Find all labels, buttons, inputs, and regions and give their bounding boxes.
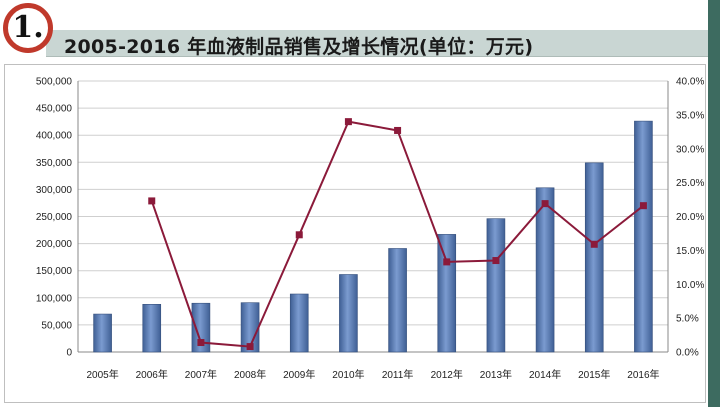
- y-right-tick-label: 0.0%: [676, 348, 699, 359]
- x-tick-label: 2005年: [86, 368, 118, 381]
- y-left-tick-label: 100,000: [36, 293, 73, 304]
- x-tick-label: 2012年: [431, 368, 463, 381]
- line-point: [197, 339, 205, 347]
- y-right-tick-label: 35.0%: [676, 110, 704, 121]
- x-tick-label: 2006年: [136, 368, 168, 381]
- y-left-tick-label: 50,000: [41, 320, 72, 331]
- x-tick-label: 2008年: [234, 368, 266, 381]
- line-point: [246, 343, 254, 351]
- bar: [535, 187, 555, 353]
- y-left-tick-label: 200,000: [36, 239, 73, 250]
- line-point: [443, 258, 451, 266]
- y-right-tick-label: 10.0%: [676, 280, 704, 291]
- x-tick-label: 2013年: [480, 368, 512, 381]
- y-right-tick-label: 40.0%: [676, 77, 704, 88]
- line-point: [639, 202, 647, 210]
- bar: [388, 248, 407, 353]
- line-point: [590, 240, 598, 248]
- y-left-tick-label: 500,000: [36, 77, 73, 88]
- line-point: [492, 257, 500, 265]
- chart-title: 2005-2016 年血液制品销售及增长情况(单位：万元): [64, 36, 534, 58]
- x-tick-label: 2014年: [529, 368, 561, 381]
- y-right-tick-label: 30.0%: [676, 144, 704, 155]
- bar: [289, 293, 309, 353]
- x-tick-label: 2015年: [578, 368, 610, 381]
- title-bar: 2005-2016 年血液制品销售及增长情况(单位：万元): [46, 30, 708, 58]
- bar: [437, 234, 457, 353]
- section-number-badge: 1.: [3, 3, 53, 53]
- bar: [634, 120, 653, 353]
- bar: [584, 162, 604, 353]
- line-point: [394, 126, 402, 134]
- y-left-tick-label: 300,000: [36, 185, 73, 196]
- line-point: [148, 197, 156, 205]
- y-right-tick-label: 5.0%: [676, 314, 699, 325]
- y-right-tick-label: 20.0%: [676, 212, 704, 223]
- y-left-tick-label: 0: [66, 348, 72, 359]
- x-tick-label: 2007年: [185, 368, 217, 381]
- y-left-tick-label: 400,000: [36, 131, 73, 142]
- x-tick-label: 2016年: [627, 368, 659, 381]
- x-tick-label: 2009年: [283, 368, 315, 381]
- bar: [93, 313, 112, 353]
- bar: [486, 218, 506, 353]
- y-left-tick-label: 150,000: [36, 266, 73, 277]
- y-left-tick-label: 250,000: [36, 212, 73, 223]
- y-right-tick-label: 15.0%: [676, 246, 704, 257]
- line-point: [295, 231, 303, 239]
- bar: [339, 274, 358, 353]
- x-tick-label: 2011年: [382, 368, 414, 381]
- y-right-tick-label: 25.0%: [676, 178, 704, 189]
- y-left-tick-label: 350,000: [36, 158, 73, 169]
- bar: [142, 304, 162, 353]
- x-tick-label: 2010年: [332, 368, 364, 381]
- section-number: 1.: [12, 10, 44, 45]
- line-point: [541, 200, 549, 208]
- bar: [191, 302, 211, 353]
- line-point: [344, 118, 352, 126]
- y-left-tick-label: 450,000: [36, 104, 73, 115]
